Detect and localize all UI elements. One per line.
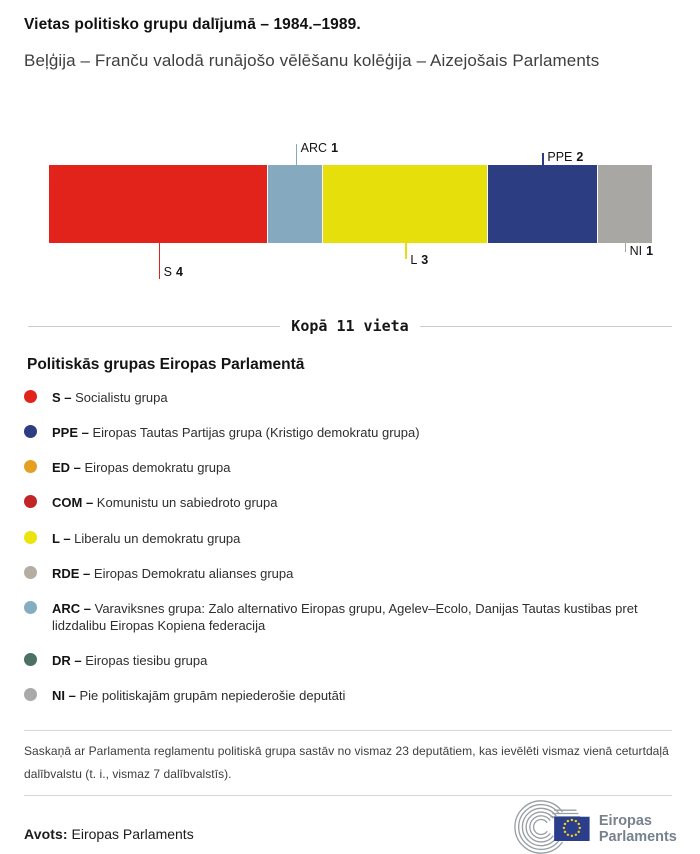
bar-label-code: L bbox=[410, 253, 418, 267]
legend-item-PPE: PPE – Eiropas Tautas Partijas grupa (Kri… bbox=[24, 424, 672, 441]
bar-label-code: ARC bbox=[300, 141, 328, 155]
legend-item-S: S – Socialistu grupa bbox=[24, 389, 672, 406]
legend-label-L: L – Liberalu un demokratu grupa bbox=[52, 530, 241, 546]
legend-heading: Politiskās grupas Eiropas Parlamentā bbox=[27, 356, 305, 373]
bar-label-code: S bbox=[163, 265, 172, 279]
legend-list: S – Socialistu grupa PPE – Eiropas Tautas… bbox=[24, 389, 672, 705]
bar-label-tick-PPE bbox=[542, 153, 544, 165]
legend-label-DR: DR – Eiropas tiesibu grupa bbox=[52, 653, 208, 669]
bar-segment-S bbox=[49, 165, 267, 243]
total-seats-label: Kopā 11 vieta bbox=[291, 317, 409, 335]
legend-item-ED: ED – Eiropas demokratu grupa bbox=[24, 459, 672, 476]
legend-dot-S bbox=[24, 390, 37, 403]
header: Vietas politisko grupu dalījumā – 1984.–… bbox=[0, 0, 700, 71]
legend-label-PPE: PPE – Eiropas Tautas Partijas grupa (Kri… bbox=[52, 425, 420, 441]
stacked-bar bbox=[49, 165, 653, 243]
logo-wordmark: Eiropas Parlaments bbox=[599, 813, 677, 845]
footnote-text: Saskaņā ar Parlamenta reglamentu politis… bbox=[24, 743, 669, 781]
legend-label-COM: COM – Komunistu un sabiedroto grupa bbox=[52, 495, 278, 511]
bar-label-seats: 1 bbox=[331, 141, 339, 155]
bar-segment-NI bbox=[596, 165, 653, 243]
page-subtitle: Beļģija – Franču valodā runājošo vēlēšan… bbox=[24, 51, 600, 70]
legend-item-RDE: RDE – Eiropas Demokratu alianses grupa bbox=[24, 565, 672, 582]
divider-line-right bbox=[419, 325, 672, 327]
source-label: Avots: bbox=[24, 826, 68, 843]
bar-label-ARC: ARC 1 bbox=[301, 141, 338, 155]
bar-label-PPE: PPE 2 bbox=[547, 150, 583, 164]
legend-dot-ED bbox=[24, 460, 37, 474]
bar-label-seats: 3 bbox=[421, 253, 429, 267]
legend-dot-RDE bbox=[24, 565, 37, 579]
seat-distribution-chart: S 4 ARC 1 L 3 PPE 2 NI 1 bbox=[49, 137, 653, 283]
legend-label-ARC: ARC – Varaviksnes grupa: Zalo alternativ… bbox=[52, 600, 638, 634]
legend-label-ED: ED – Eiropas demokratu grupa bbox=[52, 460, 231, 476]
bar-label-tick-ARC bbox=[295, 144, 298, 165]
legend-label-S: S – Socialistu grupa bbox=[52, 390, 168, 405]
bar-segment-ARC bbox=[266, 165, 323, 243]
bar-label-code: NI bbox=[629, 244, 643, 258]
total-seats-divider: Kopā 11 vieta bbox=[28, 317, 672, 335]
bar-label-seats: 1 bbox=[646, 244, 654, 258]
legend-dot-DR bbox=[24, 653, 37, 667]
legend-label-RDE: RDE – Eiropas Demokratu alianses grupa bbox=[52, 565, 294, 581]
legend-label-NI: NI – Pie politiskajām grupām nepiederoši… bbox=[52, 688, 346, 704]
bar-label-seats: 2 bbox=[576, 150, 584, 164]
bar-segment-PPE bbox=[486, 165, 597, 243]
bar-label-tick-L bbox=[405, 243, 407, 259]
legend-item-COM: COM – Komunistu un sabiedroto grupa bbox=[24, 494, 672, 511]
legend-item-NI: NI – Pie politiskajām grupām nepiederoši… bbox=[24, 687, 672, 704]
bar-label-seats: 4 bbox=[175, 265, 183, 279]
bar-label-tick-NI bbox=[624, 243, 627, 252]
bar-label-tick-S bbox=[158, 243, 161, 279]
bar-label-NI: NI 1 bbox=[630, 244, 653, 258]
legend-dot-ARC bbox=[24, 600, 37, 614]
legend-dot-NI bbox=[24, 688, 37, 702]
legend-item-ARC: ARC – Varaviksnes grupa: Zalo alternativ… bbox=[24, 600, 672, 634]
separator-rule-bottom bbox=[24, 795, 672, 797]
footer: Avots: Eiropas Parlaments Eiropas Parlam… bbox=[24, 800, 682, 854]
divider-line-left bbox=[28, 325, 281, 327]
legend-dot-L bbox=[24, 530, 37, 544]
european-parliament-logo-icon: Eiropas Parlaments bbox=[514, 800, 677, 854]
separator-rule-top bbox=[24, 729, 672, 731]
bar-label-code: PPE bbox=[547, 150, 573, 164]
legend-dot-COM bbox=[24, 495, 37, 509]
legend-dot-PPE bbox=[24, 425, 37, 439]
bar-segment-L bbox=[322, 165, 487, 243]
source-line: Avots: Eiropas Parlaments bbox=[24, 826, 194, 854]
source-value: Eiropas Parlaments bbox=[71, 826, 194, 843]
legend-item-DR: DR – Eiropas tiesibu grupa bbox=[24, 652, 672, 669]
legend-item-L: L – Liberalu un demokratu grupa bbox=[24, 530, 672, 547]
page-title: Vietas politisko grupu dalījumā – 1984.–… bbox=[24, 16, 361, 33]
